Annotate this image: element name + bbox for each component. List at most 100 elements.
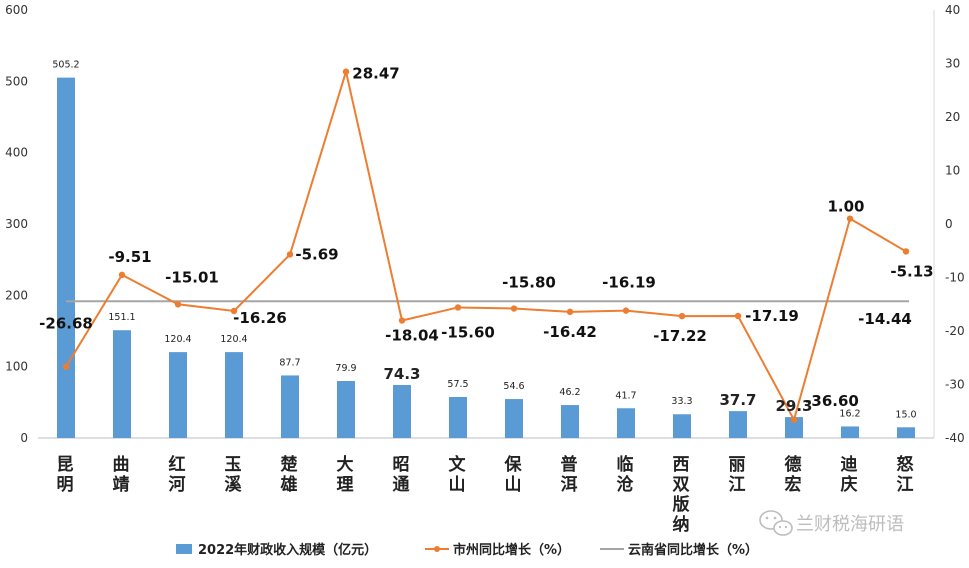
y-right-tick-label: 0 (945, 217, 953, 231)
legend-line-marker (434, 546, 440, 552)
y-left-tick-label: 0 (20, 431, 28, 445)
watermark: 兰财税海研语 (759, 510, 904, 536)
category-label: 保山 (504, 454, 523, 495)
y-left-tick-label: 500 (5, 74, 28, 88)
bar (673, 414, 691, 438)
line-point (174, 301, 182, 308)
line-point (678, 312, 686, 320)
line-point (286, 251, 294, 258)
line-point (734, 312, 742, 320)
data-labels: 505.2 151.1 120.4 120.4 87.7 79.9 74.3 57.5 54.6… (39, 60, 933, 421)
line-value-label: -36.60 (805, 392, 859, 410)
line-point (230, 307, 238, 315)
bar (729, 411, 747, 438)
bar (281, 375, 299, 438)
bar (449, 396, 467, 438)
legend-ref-label: 云南省同比增长（%） (628, 542, 758, 558)
line-point (566, 308, 574, 316)
legend: 2022年财政收入规模（亿元） 市州同比增长（%） 云南省同比增长（%） (176, 542, 758, 558)
bar-value-label: 37.7 (719, 391, 756, 409)
bar-value-label: 41.7 (615, 390, 636, 401)
y-right-tick-label: 30 (945, 57, 960, 71)
bar (113, 330, 131, 438)
line-series (62, 67, 910, 424)
bar-value-label: 29.3 (775, 397, 812, 415)
category-label: 曲靖 (113, 455, 130, 495)
line-value-label: -15.80 (502, 274, 556, 292)
y-right-tick-label: -40 (945, 431, 965, 445)
line-value-label: -5.69 (295, 245, 338, 263)
line-point (118, 271, 126, 279)
y-left-tick-label: 200 (5, 288, 28, 302)
bar-value-label: 54.6 (503, 381, 524, 392)
bar (897, 427, 915, 438)
bar (393, 384, 411, 438)
bar-value-label: 57.5 (447, 379, 468, 390)
bar (225, 352, 243, 438)
y-right-tick-label: -30 (945, 378, 965, 392)
wechat-icon (759, 510, 793, 536)
line-value-label: -16.42 (543, 323, 597, 341)
line-value-label: 28.47 (352, 65, 399, 83)
bar-series (57, 77, 915, 439)
category-label: 玉溪 (225, 455, 243, 495)
bar-value-label: 151.1 (108, 312, 135, 323)
bar (561, 405, 579, 438)
y-right-tick-label: 20 (945, 110, 960, 124)
y-left-tick-label: 600 (5, 3, 28, 17)
category-label: 大理 (337, 454, 354, 495)
bar (169, 352, 187, 438)
line-value-label: -5.13 (890, 262, 933, 280)
bar-value-label: 120.4 (220, 334, 247, 345)
bar (785, 417, 803, 438)
line-point (398, 317, 406, 324)
legend-bar-swatch (176, 544, 192, 554)
bar (617, 408, 635, 438)
bar-value-label: 79.9 (335, 363, 356, 374)
line-value-label: -18.04 (385, 327, 439, 345)
category-label: 楚雄 (280, 454, 299, 495)
line-point (62, 363, 70, 370)
line-point (790, 416, 798, 424)
bar-value-label: 505.2 (52, 60, 79, 71)
line-point (342, 68, 350, 75)
category-label: 德宏 (785, 454, 802, 495)
category-label: 昭通 (393, 455, 410, 495)
line-value-label: -16.26 (233, 309, 287, 327)
line-point (846, 215, 854, 222)
y-right-tick-label: 10 (945, 164, 960, 178)
axes: 0 100 200 300 400 500 600 -40 -30 -20 -10 0 10 20 30 40 (5, 3, 965, 445)
category-label: 迪庆 (841, 454, 858, 495)
growth-line (65, 67, 907, 423)
y-left-tick-label: 100 (5, 360, 28, 374)
line-point (622, 307, 630, 314)
bar-value-label: 46.2 (559, 387, 580, 398)
y-right-tick-label: -10 (945, 271, 965, 285)
line-point (510, 305, 518, 312)
legend-line-label: 市州同比增长（%） (453, 542, 570, 558)
line-point (454, 304, 462, 311)
category-label: 临沧 (617, 454, 634, 495)
category-label: 西双版纳 (673, 455, 690, 535)
ref-value-label: -14.44 (858, 310, 912, 328)
category-label: 红河 (169, 454, 186, 495)
line-value-label: 1.00 (827, 198, 864, 216)
line-value-label: -9.51 (108, 248, 151, 266)
bar-value-label: 74.3 (383, 365, 420, 383)
watermark-text: 兰财税海研语 (796, 514, 904, 535)
bar-value-label: 120.4 (164, 334, 191, 345)
category-label: 丽江 (729, 455, 746, 495)
category-label: 文山 (449, 454, 467, 495)
y-left-tick-label: 400 (5, 146, 28, 160)
bar (337, 381, 355, 438)
bar (841, 426, 859, 438)
bar-value-label: 87.7 (279, 357, 300, 368)
line-point (902, 248, 910, 255)
line-value-label: -26.68 (39, 315, 93, 333)
category-label: 怒江 (897, 454, 914, 495)
y-right-tick-label: 40 (945, 3, 960, 17)
category-label: 普洱 (561, 454, 578, 495)
bar (57, 77, 75, 439)
